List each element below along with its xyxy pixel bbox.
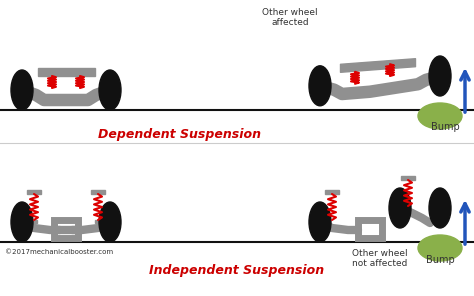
Ellipse shape (11, 202, 33, 242)
Bar (27, 190, 41, 194)
Ellipse shape (99, 202, 121, 242)
Text: Independent Suspension: Independent Suspension (149, 264, 325, 277)
Bar (31, 220, 37, 223)
Ellipse shape (418, 103, 462, 129)
Text: Bump: Bump (430, 122, 459, 132)
Bar (401, 176, 415, 180)
Text: Bump: Bump (426, 255, 455, 265)
Text: ©2017mechanicalbooster.com: ©2017mechanicalbooster.com (5, 249, 113, 255)
Ellipse shape (418, 235, 462, 261)
Text: Other wheel
affected: Other wheel affected (262, 8, 318, 28)
Bar (95, 220, 101, 223)
Ellipse shape (11, 70, 33, 110)
Ellipse shape (429, 188, 451, 228)
Text: Other wheel
not affected: Other wheel not affected (352, 249, 408, 268)
Ellipse shape (389, 188, 411, 228)
Bar (38, 68, 95, 76)
Ellipse shape (429, 56, 451, 96)
Text: Dependent Suspension: Dependent Suspension (99, 128, 262, 141)
Bar (91, 190, 105, 194)
Ellipse shape (309, 202, 331, 242)
Bar (358, 220, 382, 238)
Ellipse shape (99, 70, 121, 110)
Ellipse shape (309, 66, 331, 106)
Bar (54, 220, 78, 238)
Bar (325, 190, 339, 194)
